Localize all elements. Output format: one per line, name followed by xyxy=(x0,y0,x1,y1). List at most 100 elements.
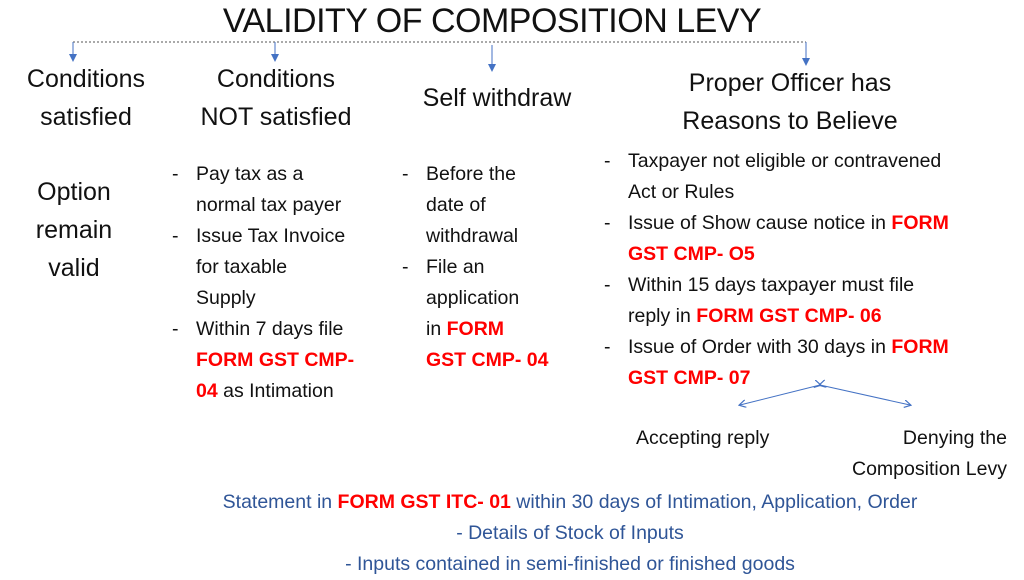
item-line: withdrawal xyxy=(426,221,548,252)
item-line: application xyxy=(426,283,548,314)
item-line: Supply xyxy=(196,283,354,314)
form-reference: GST CMP- 04 xyxy=(426,349,549,371)
bullet-dash: - xyxy=(604,150,611,172)
text-segment: Issue of Show cause notice in xyxy=(628,212,892,234)
text-segment: Within 15 days taxpayer must file xyxy=(628,274,915,296)
bullet-dash: - xyxy=(172,318,179,340)
item-line: GST CMP- 04 xyxy=(426,345,548,376)
item-line: Pay tax as a xyxy=(196,159,354,190)
text-segment: as Intimation xyxy=(217,380,334,402)
text-segment: Pay tax as a xyxy=(196,163,304,185)
item-line: File an xyxy=(426,252,548,283)
item-line: GST CMP- 07 xyxy=(628,363,949,394)
col4-list: - Taxpayer not eligible or contravened Act… xyxy=(604,146,949,394)
header-line: satisfied xyxy=(40,103,132,131)
text-segment: reply in xyxy=(628,305,697,327)
col2-header: Conditions NOT satisfied xyxy=(176,60,376,136)
text-segment: Within 7 days file xyxy=(196,318,344,340)
bullet-dash: - xyxy=(604,274,611,296)
text-segment: application xyxy=(426,287,520,309)
item-line: Before the xyxy=(426,159,548,190)
list-item: - Issue Tax Invoice for taxable Supply xyxy=(172,221,354,314)
item-line: date of xyxy=(426,190,548,221)
header-line: Conditions xyxy=(26,65,146,93)
item-line: for taxable xyxy=(196,252,354,283)
bullet-dash: - xyxy=(604,336,611,358)
item-line: Issue Tax Invoice xyxy=(196,221,354,252)
text-segment: Act or Rules xyxy=(628,181,735,203)
text-segment: Statement in xyxy=(222,491,338,513)
text-segment: in xyxy=(426,318,447,340)
bullet-dash: - xyxy=(172,163,179,185)
footer-statement: Statement in FORM GST ITC- 01 within 30 … xyxy=(70,487,1024,580)
footer-line-1: Statement in FORM GST ITC- 01 within 30 … xyxy=(70,487,1024,518)
list-item: - Taxpayer not eligible or contravened Act… xyxy=(604,146,949,208)
list-item: - File an application in FORM GST CMP- 04 xyxy=(402,252,548,376)
item-line: reply in FORM GST CMP- 06 xyxy=(628,301,949,332)
list-item: - Within 15 days taxpayer must file reply … xyxy=(604,270,949,332)
item-line: in FORM xyxy=(426,314,548,345)
text-segment: Supply xyxy=(196,287,256,309)
item-line: Issue of Order with 30 days in FORM xyxy=(628,332,949,363)
text-segment: normal tax payer xyxy=(196,194,342,216)
text-segment: within 30 days of Intimation, Applicatio… xyxy=(510,491,918,513)
text-segment: for taxable xyxy=(196,256,288,278)
item-line: normal tax payer xyxy=(196,190,354,221)
item-line: GST CMP- O5 xyxy=(628,239,949,270)
header-line: Proper Officer has xyxy=(688,69,892,97)
item-line: Act or Rules xyxy=(628,177,949,208)
list-item: - Pay tax as a normal tax payer xyxy=(172,159,354,221)
col4-header: Proper Officer has Reasons to Believe xyxy=(640,64,940,140)
form-reference: 04 xyxy=(196,380,218,402)
form-reference: GST CMP- O5 xyxy=(628,243,755,265)
page-title: VALIDITY OF COMPOSITION LEVY xyxy=(222,2,762,40)
bullet-dash: - xyxy=(604,212,611,234)
accepting-reply-label: Accepting reply xyxy=(636,427,770,449)
item-line: 04 as Intimation xyxy=(196,376,354,407)
item-line: FORM GST CMP- xyxy=(196,345,354,376)
col3-header: Self withdraw xyxy=(397,79,597,117)
bullet-dash: - xyxy=(402,256,409,278)
list-item: - Within 7 days file FORM GST CMP- 04 as In… xyxy=(172,314,354,407)
text-segment: File an xyxy=(426,256,485,278)
body-line: valid xyxy=(48,254,100,282)
item-line: Issue of Show cause notice in FORM xyxy=(628,208,949,239)
item-line: Taxpayer not eligible or contravened xyxy=(628,146,949,177)
footer-line-2: - Details of Stock of Inputs xyxy=(456,522,684,544)
header-line: Reasons to Believe xyxy=(682,107,898,135)
text-segment: date of xyxy=(426,194,486,216)
form-reference: FORM GST CMP- xyxy=(196,349,355,371)
text-segment: Issue Tax Invoice xyxy=(196,225,346,247)
deny-line: Composition Levy xyxy=(852,458,1007,480)
col3-list: - Before the date of withdrawal - File an appl… xyxy=(402,159,548,376)
col2-list: - Pay tax as a normal tax payer - Issue Tax … xyxy=(172,159,354,407)
form-reference: FORM xyxy=(891,212,949,234)
body-line: remain xyxy=(35,216,113,244)
arrow-deny xyxy=(820,385,910,405)
bullet-dash: - xyxy=(402,163,409,185)
list-item: - Before the date of withdrawal xyxy=(402,159,548,252)
header-line: Self withdraw xyxy=(422,84,572,112)
form-reference: FORM xyxy=(446,318,505,340)
item-line: Within 7 days file xyxy=(196,314,354,345)
body-line: Option xyxy=(37,178,111,206)
option-remain-valid: Option remain valid xyxy=(0,173,148,287)
list-item: - Issue of Show cause notice in FORM GST C… xyxy=(604,208,949,270)
form-reference: FORM GST CMP- 06 xyxy=(696,305,882,327)
item-line: Within 15 days taxpayer must file xyxy=(628,270,949,301)
header-line: NOT satisfied xyxy=(200,103,352,131)
denying-label: Denying the Composition Levy xyxy=(800,423,1007,485)
arrow-accept xyxy=(740,385,820,405)
header-line: Conditions xyxy=(216,65,336,93)
list-item: - Issue of Order with 30 days in FORM GST … xyxy=(604,332,949,394)
deny-line: Denying the xyxy=(902,427,1007,449)
text-segment: Taxpayer not eligible or contravened xyxy=(628,150,942,172)
text-segment: Issue of Order with 30 days in xyxy=(628,336,892,358)
bullet-dash: - xyxy=(172,225,179,247)
col1-header: Conditions satisfied xyxy=(0,60,172,136)
footer-line-3: - Inputs contained in semi-finished or f… xyxy=(345,553,795,575)
form-reference: FORM GST ITC- 01 xyxy=(337,491,511,513)
form-reference: FORM xyxy=(891,336,949,358)
form-reference: GST CMP- 07 xyxy=(628,367,751,389)
